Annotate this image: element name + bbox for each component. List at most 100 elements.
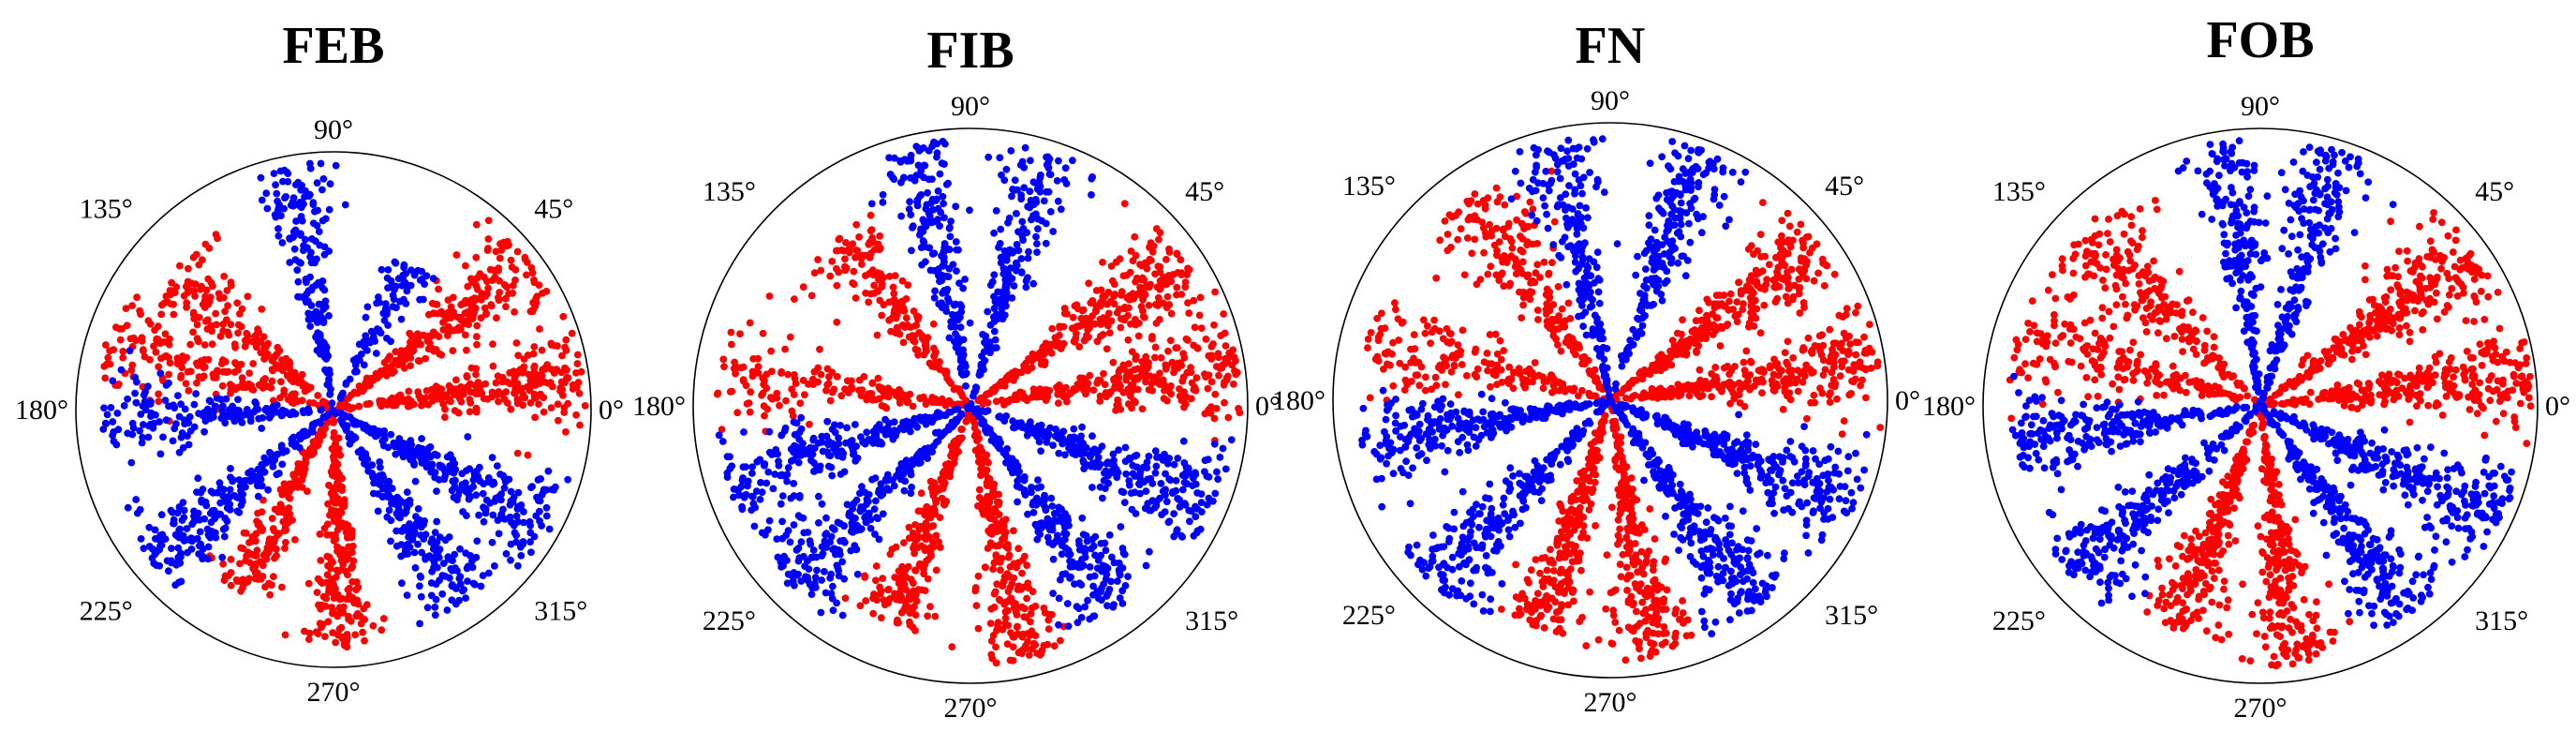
data-point — [1014, 469, 1022, 477]
data-point — [387, 276, 395, 285]
data-point — [1008, 579, 1016, 588]
data-point — [1077, 614, 1086, 621]
data-point — [294, 292, 302, 301]
data-point — [107, 404, 115, 411]
data-point — [824, 380, 833, 388]
data-point — [383, 335, 391, 342]
data-point — [495, 530, 503, 538]
data-point — [814, 256, 822, 263]
data-point — [845, 509, 853, 517]
data-point — [540, 408, 548, 416]
data-point — [808, 450, 817, 458]
data-point — [472, 553, 481, 561]
data-point — [1146, 547, 1153, 556]
data-point — [491, 562, 498, 570]
data-point — [971, 584, 980, 591]
data-point — [1215, 371, 1222, 380]
data-point — [1103, 345, 1111, 353]
data-point — [281, 523, 289, 531]
data-point — [131, 389, 140, 397]
data-point — [572, 369, 580, 377]
data-point — [1013, 210, 1020, 217]
data-point — [278, 239, 287, 246]
data-point — [836, 537, 844, 545]
data-point — [194, 474, 202, 483]
data-point — [1138, 405, 1147, 413]
data-point — [1162, 256, 1170, 263]
data-point — [907, 174, 914, 182]
data-point — [1166, 336, 1175, 345]
data-point — [910, 549, 918, 558]
data-point — [418, 267, 426, 276]
data-point — [302, 235, 309, 244]
data-point — [1132, 355, 1140, 364]
data-point — [219, 402, 227, 411]
data-point — [199, 555, 207, 563]
data-point — [795, 435, 804, 443]
data-point — [205, 245, 214, 252]
data-point — [469, 310, 478, 319]
data-point — [1182, 335, 1191, 343]
data-point — [805, 565, 813, 573]
data-point — [1047, 494, 1056, 502]
data-point — [367, 327, 376, 336]
data-point — [308, 445, 317, 454]
data-point — [532, 294, 540, 303]
data-point — [942, 181, 951, 188]
data-point — [312, 628, 320, 636]
data-point — [406, 500, 414, 508]
data-point — [784, 464, 792, 471]
data-point — [139, 433, 147, 441]
data-point — [431, 529, 439, 536]
data-point — [439, 326, 448, 334]
data-point — [1001, 608, 1010, 616]
data-point — [536, 517, 543, 525]
data-point — [936, 514, 944, 521]
data-point — [220, 486, 228, 494]
data-point — [420, 331, 428, 339]
data-point — [136, 426, 144, 435]
data-point — [462, 549, 470, 557]
data-point — [828, 524, 836, 532]
data-point — [950, 337, 958, 346]
data-point — [1046, 208, 1055, 216]
data-point — [817, 370, 825, 379]
data-point — [794, 570, 802, 578]
data-point — [546, 379, 555, 387]
data-point — [272, 361, 280, 369]
data-point — [526, 307, 535, 316]
data-point — [194, 336, 202, 345]
data-point — [224, 302, 232, 310]
data-point — [1190, 341, 1198, 350]
data-point — [170, 289, 179, 296]
data-point — [285, 504, 293, 512]
data-point — [780, 552, 788, 560]
data-point — [887, 327, 895, 336]
data-point — [1002, 458, 1010, 467]
data-point — [286, 360, 294, 367]
data-point — [1028, 364, 1036, 372]
data-point — [322, 342, 330, 351]
data-point — [341, 201, 349, 209]
data-point — [1013, 623, 1021, 631]
data-point — [1070, 385, 1078, 393]
data-point — [298, 484, 306, 491]
data-point — [204, 555, 213, 563]
data-point — [1211, 489, 1220, 498]
data-point — [1024, 579, 1032, 588]
data-point — [997, 566, 1004, 575]
data-point — [325, 585, 333, 593]
data-point — [316, 418, 323, 426]
data-point — [281, 631, 289, 639]
data-point — [1044, 164, 1053, 172]
data-point — [990, 229, 998, 237]
data-point — [170, 310, 178, 319]
data-point — [330, 433, 338, 441]
data-point — [304, 579, 313, 588]
data-point — [236, 493, 244, 500]
data-point — [325, 247, 333, 255]
data-point — [137, 535, 145, 543]
data-point — [416, 276, 424, 284]
data-point — [898, 570, 906, 577]
data-point — [258, 425, 266, 432]
